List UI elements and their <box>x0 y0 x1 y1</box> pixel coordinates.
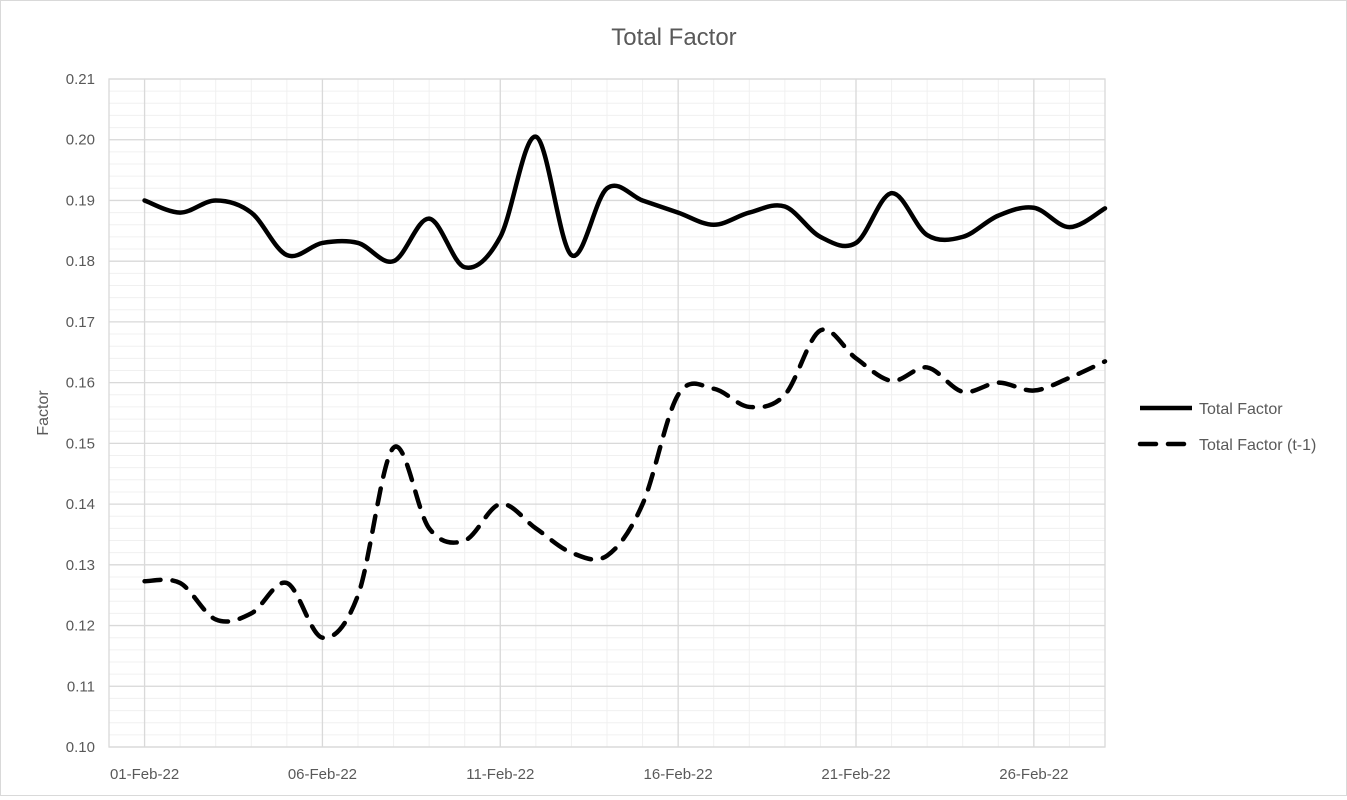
minor-grid <box>108 78 1106 748</box>
y-tick-label: 0.10 <box>66 739 95 756</box>
y-tick-label: 0.21 <box>66 71 95 88</box>
series-layer <box>142 134 1108 640</box>
y-tick-label: 0.14 <box>66 496 95 513</box>
y-tick-label: 0.11 <box>67 678 95 695</box>
y-tick-label: 0.20 <box>66 132 95 149</box>
x-tick-label: 06-Feb-22 <box>288 766 357 783</box>
y-tick-label: 0.17 <box>66 314 95 331</box>
y-axis: 0.10 0.11 0.12 0.13 0.14 0.15 0.16 0.17 0.18 0.19… <box>66 71 95 756</box>
y-tick-label: 0.18 <box>66 253 95 270</box>
chart-title: Total Factor <box>611 24 736 51</box>
x-axis: 01-Feb-22 06-Feb-22 11-Feb-22 16-Feb-22 21-F… <box>110 766 1069 783</box>
y-tick-label: 0.15 <box>66 435 95 452</box>
x-tick-label: 01-Feb-22 <box>110 766 179 783</box>
x-tick-label: 26-Feb-22 <box>999 766 1068 783</box>
series-line-2 <box>142 327 1108 640</box>
legend-label: Total Factor <box>1199 401 1283 418</box>
major-grid <box>108 78 1106 748</box>
plot-area-border <box>108 78 1106 748</box>
y-tick-label: 0.19 <box>66 192 95 209</box>
x-tick-label: 21-Feb-22 <box>821 766 890 783</box>
x-tick-label: 16-Feb-22 <box>644 766 713 783</box>
x-tick-label: 11-Feb-22 <box>466 766 534 783</box>
y-axis-title: Factor <box>35 390 52 436</box>
series-line-1 <box>142 134 1108 270</box>
legend: Total Factor Total Factor (t-1) <box>1137 401 1316 454</box>
y-tick-label: 0.12 <box>66 618 95 635</box>
y-tick-label: 0.16 <box>66 375 95 392</box>
y-tick-label: 0.13 <box>66 557 95 574</box>
legend-label: Total Factor (t-1) <box>1199 437 1316 454</box>
